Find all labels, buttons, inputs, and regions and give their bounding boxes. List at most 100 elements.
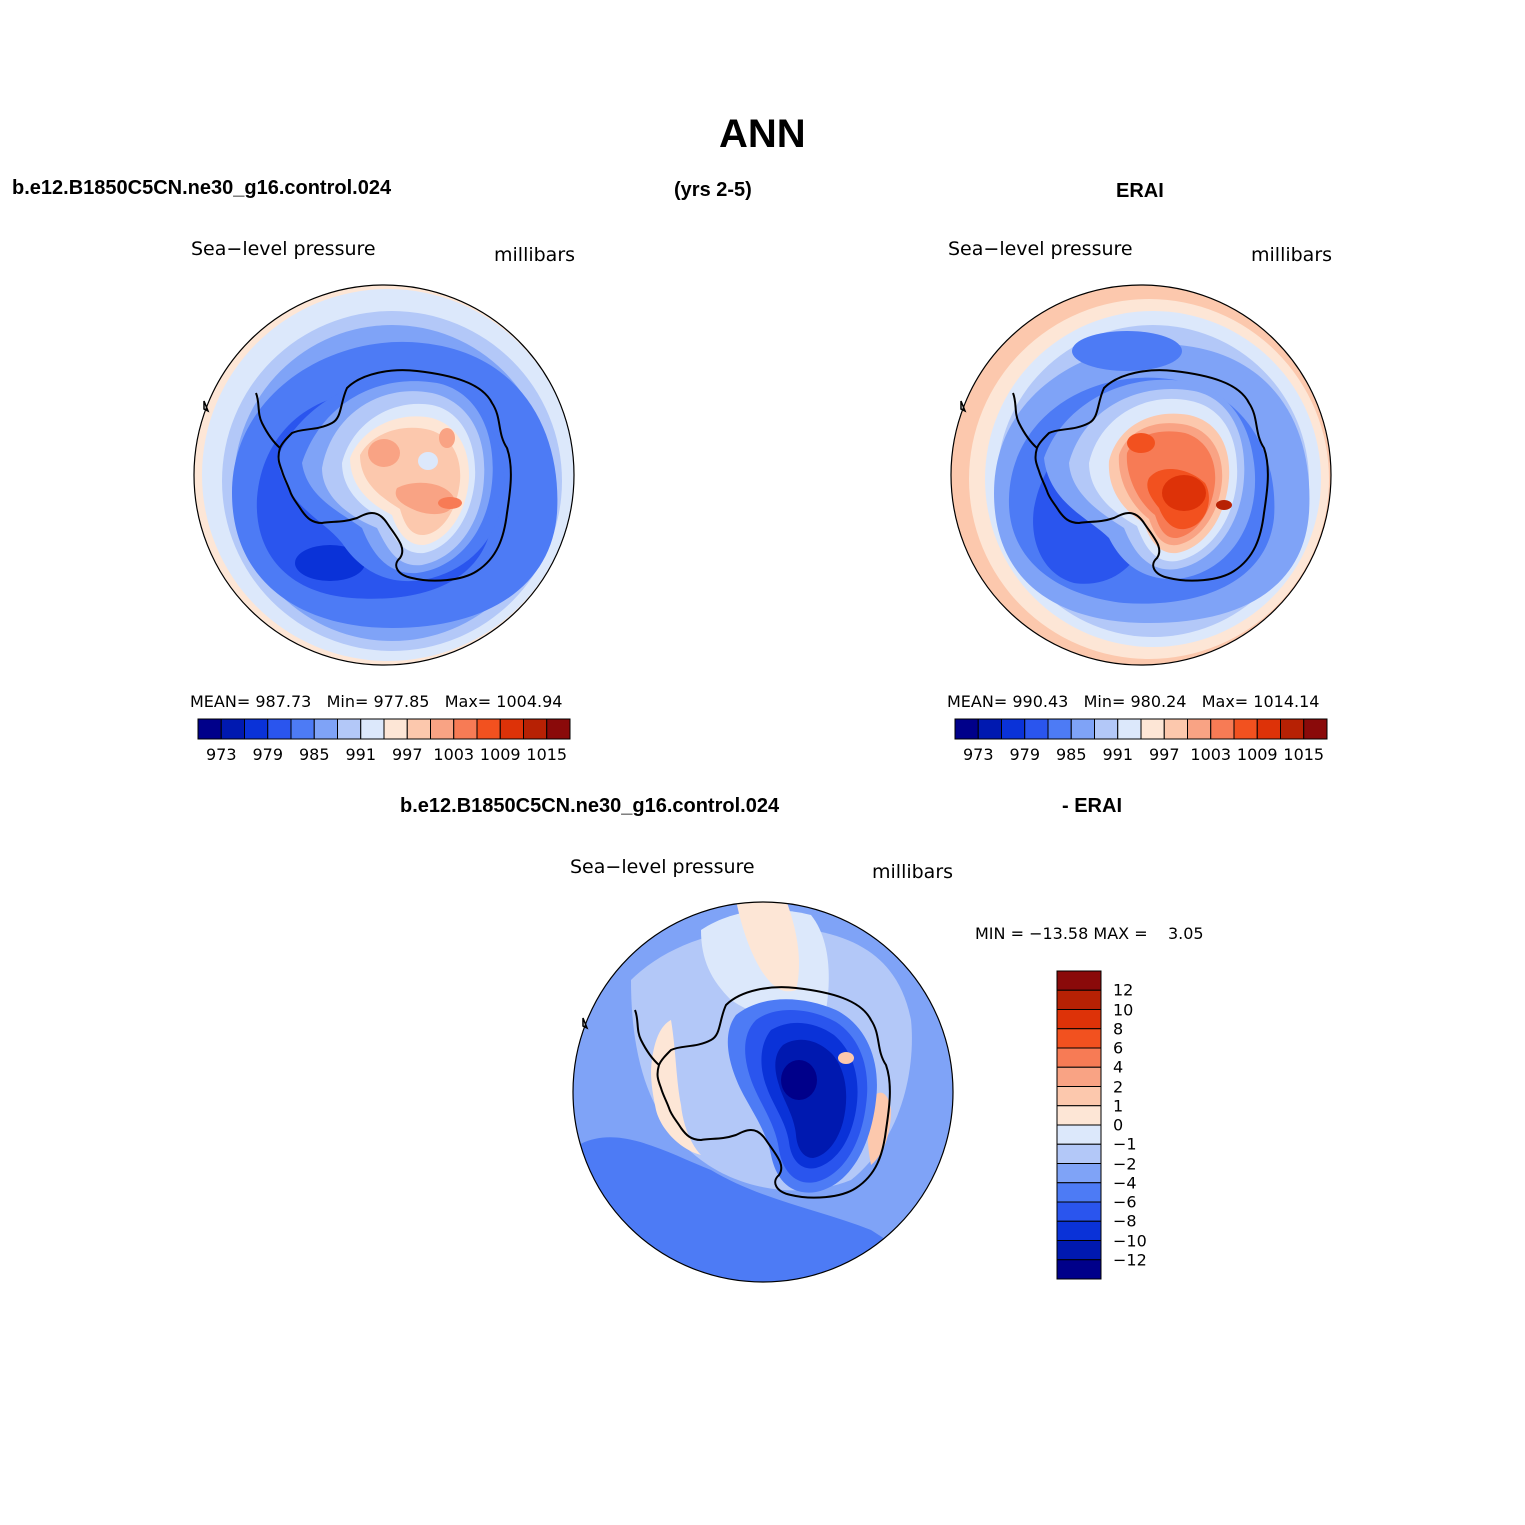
colorbar-swatch: [453, 718, 478, 740]
colorbar-swatch: [1056, 1182, 1102, 1203]
colorbar-swatch: [1056, 1259, 1102, 1280]
model-mean-value: 987.73: [255, 692, 312, 711]
colorbar-swatch: [1056, 1047, 1102, 1068]
obs-max-label: Max=: [1201, 692, 1249, 711]
colorbar-swatch: [337, 718, 362, 740]
colorbar-swatch: [430, 718, 455, 740]
colorbar-tick-label: 979: [1009, 745, 1041, 764]
colorbar-swatch: [1056, 1163, 1102, 1184]
diff-case-name: b.e12.B1850C5CN.ne30_g16.control.024: [400, 795, 780, 817]
colorbar-swatch: [1233, 718, 1258, 740]
model-stats: MEAN= 987.73 Min= 977.85 Max= 1004.94: [190, 692, 562, 711]
colorbar-tick-label: 997: [391, 745, 423, 764]
case-name: b.e12.B1850C5CN.ne30_g16.control.024: [12, 177, 392, 199]
colorbar-tick-label: 985: [1055, 745, 1087, 764]
colorbar-tick-label: 8: [1113, 1019, 1124, 1039]
obs-max-value: 1014.14: [1253, 692, 1320, 711]
colorbar-swatch: [1303, 718, 1328, 740]
reference-name: ERAI: [1116, 180, 1164, 202]
colorbar-tick-label: 1: [1113, 1096, 1124, 1116]
diff-reference-name: - ERAI: [1062, 795, 1122, 817]
obs-map: [950, 284, 1332, 666]
colorbar-tick-label: 1015: [526, 745, 568, 764]
colorbar-swatch: [1117, 718, 1142, 740]
colorbar-swatch: [290, 718, 315, 740]
diff-map: [572, 901, 954, 1283]
colorbar-swatch: [954, 718, 979, 740]
years-label: (yrs 2-5): [674, 179, 752, 201]
colorbar-swatch: [1070, 718, 1095, 740]
colorbar-tick-label: 991: [1102, 745, 1134, 764]
colorbar-swatch: [1047, 718, 1072, 740]
colorbar-tick-label: 973: [205, 745, 237, 764]
colorbar-tick-label: 10: [1113, 1000, 1134, 1019]
colorbar-swatch: [220, 718, 245, 740]
colorbar-swatch: [1056, 970, 1102, 991]
colorbar-swatch: [244, 718, 269, 740]
colorbar-tick-label: 973: [962, 745, 994, 764]
obs-colorbar: [954, 718, 1328, 740]
figure-title: ANN: [719, 112, 806, 156]
colorbar-tick-label: −12: [1113, 1250, 1147, 1270]
colorbar-tick-label: 6: [1113, 1038, 1124, 1058]
diff-variable-label: Sea−level pressure: [570, 856, 755, 878]
colorbar-swatch: [1256, 718, 1281, 740]
colorbar-tick-label: 4: [1113, 1057, 1124, 1077]
colorbar-swatch: [1056, 1240, 1102, 1261]
colorbar-swatch: [499, 718, 524, 740]
obs-min-label: Min=: [1083, 692, 1126, 711]
colorbar-swatch: [197, 718, 222, 740]
colorbar-swatch: [1056, 1124, 1102, 1145]
model-colorbar: [197, 718, 571, 740]
colorbar-tick-label: 1009: [479, 745, 521, 764]
colorbar-tick-label: 1003: [1190, 745, 1232, 764]
model-mean-label: MEAN=: [190, 692, 251, 711]
diff-max-value: 3.05: [1167, 924, 1204, 943]
colorbar-tick-label: −6: [1113, 1192, 1137, 1212]
colorbar-swatch: [360, 718, 385, 740]
colorbar-swatch: [1056, 1105, 1102, 1126]
colorbar-swatch: [1056, 1201, 1102, 1222]
colorbar-tick-label: 1003: [433, 745, 475, 764]
colorbar-swatch: [1056, 1009, 1102, 1030]
colorbar-tick-label: −10: [1113, 1231, 1147, 1250]
colorbar-tick-label: −4: [1113, 1173, 1137, 1193]
colorbar-swatch: [383, 718, 408, 740]
diff-min-value: −13.58: [1029, 924, 1089, 943]
colorbar-swatch: [1001, 718, 1026, 740]
diff-stats: MIN = −13.58 MAX = 3.05: [975, 924, 1204, 943]
obs-units-label: millibars: [1251, 244, 1333, 266]
model-map: [193, 284, 575, 666]
colorbar-tick-label: 1015: [1283, 745, 1325, 764]
colorbar-swatch: [1024, 718, 1049, 740]
colorbar-tick-label: 979: [252, 745, 284, 764]
model-min-label: Min=: [326, 692, 369, 711]
colorbar-swatch: [523, 718, 548, 740]
colorbar-tick-label: 991: [345, 745, 377, 764]
colorbar-swatch: [1140, 718, 1165, 740]
colorbar-swatch: [1280, 718, 1305, 740]
colorbar-swatch: [1094, 718, 1119, 740]
obs-stats: MEAN= 990.43 Min= 980.24 Max= 1014.14: [947, 692, 1319, 711]
colorbar-swatch: [1210, 718, 1235, 740]
colorbar-tick-label: 997: [1148, 745, 1180, 764]
colorbar-swatch: [1187, 718, 1212, 740]
colorbar-tick-label: 2: [1113, 1077, 1124, 1096]
colorbar-tick-label: −8: [1113, 1211, 1137, 1231]
colorbar-tick-label: −1: [1113, 1134, 1137, 1154]
model-min-value: 977.85: [373, 692, 430, 711]
diff-min-label: MIN =: [975, 924, 1024, 943]
diff-max-label: MAX =: [1093, 924, 1148, 943]
colorbar-swatch: [977, 718, 1002, 740]
obs-min-value: 980.24: [1130, 692, 1187, 711]
colorbar-tick-label: 1009: [1236, 745, 1278, 764]
diff-units-label: millibars: [872, 861, 954, 883]
model-units-label: millibars: [494, 244, 576, 266]
obs-variable-label: Sea−level pressure: [948, 238, 1133, 260]
colorbar-tick-label: 0: [1113, 1115, 1124, 1135]
obs-mean-value: 990.43: [1012, 692, 1069, 711]
colorbar-tick-label: 985: [298, 745, 330, 764]
colorbar-swatch: [1163, 718, 1188, 740]
colorbar-swatch: [1056, 1143, 1102, 1164]
colorbar-swatch: [1056, 1086, 1102, 1107]
